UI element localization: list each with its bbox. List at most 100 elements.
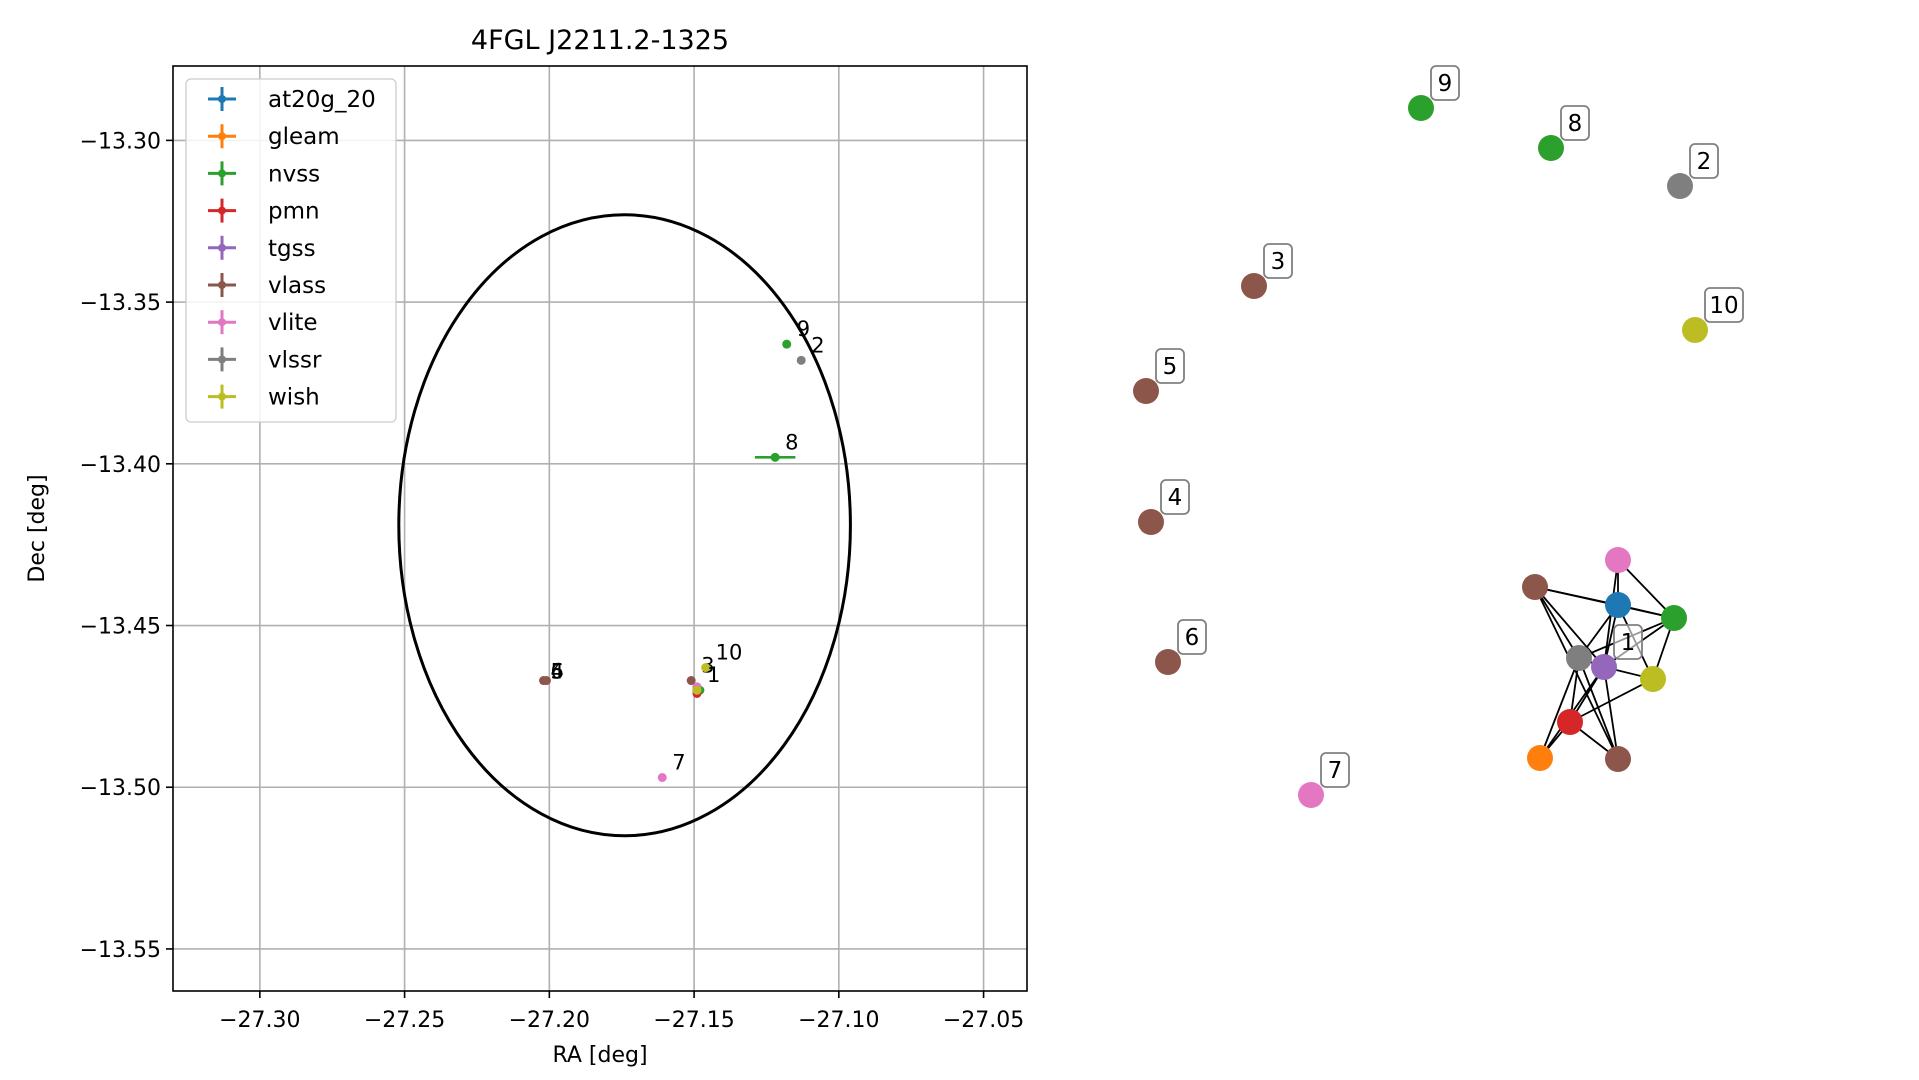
graph-node xyxy=(1408,95,1434,121)
graph-node xyxy=(1557,709,1583,735)
node-label: 6 xyxy=(1185,625,1200,651)
y-tick-label: −13.35 xyxy=(80,291,161,316)
node-label: 10 xyxy=(1709,293,1738,319)
graph-edge xyxy=(1617,559,1675,619)
point-vlass xyxy=(539,676,549,686)
graph-edge xyxy=(1569,678,1654,723)
legend-marker-vlssr xyxy=(218,355,226,364)
point-label: 8 xyxy=(785,430,798,454)
node-label: 9 xyxy=(1438,71,1453,97)
y-tick-label: −13.45 xyxy=(80,615,161,640)
y-tick-label: −13.55 xyxy=(80,938,161,963)
node-label-box xyxy=(1430,65,1460,101)
node-label-box xyxy=(1704,287,1744,323)
node-label: 8 xyxy=(1568,111,1583,137)
x-tick-label: −27.30 xyxy=(219,1008,300,1033)
node-label: 5 xyxy=(1163,354,1178,380)
legend-label-gleam: gleam xyxy=(268,124,340,150)
legend-marker-wish xyxy=(218,392,226,401)
graph-node xyxy=(1591,654,1617,680)
legend-label-at20g_20: at20g_20 xyxy=(268,87,376,113)
node-label-box xyxy=(1320,752,1350,788)
scatter-plot: 98372101564−27.30−27.25−27.20−27.15−27.1… xyxy=(25,25,1028,1068)
node-label-box xyxy=(1613,624,1643,660)
legend-marker-pmn xyxy=(218,206,226,215)
source-graph: 9 8 2 3 10 5 4 6 7 1 xyxy=(1133,65,1744,808)
y-tick-label: −13.40 xyxy=(80,453,161,478)
point-label: 10 xyxy=(716,641,743,665)
y-tick-label: −13.30 xyxy=(80,129,161,154)
graph-node xyxy=(1640,666,1666,692)
point-vlssr xyxy=(796,355,806,365)
legend-label-vlite: vlite xyxy=(268,310,318,336)
node-label: 7 xyxy=(1328,758,1343,784)
point-label: 9 xyxy=(797,317,810,341)
legend-marker-nvss xyxy=(218,169,226,178)
node-label: 2 xyxy=(1697,149,1712,175)
graph-edge xyxy=(1534,586,1605,668)
node-label-box xyxy=(1155,348,1185,384)
x-tick-label: −27.05 xyxy=(943,1008,1024,1033)
legend-label-pmn: pmn xyxy=(268,199,320,225)
point-label: 1 xyxy=(707,663,720,687)
point-label: 5 xyxy=(550,660,563,684)
point-vlite xyxy=(657,773,667,783)
graph-edge xyxy=(1578,657,1619,760)
legend-marker-vlass xyxy=(218,281,226,289)
x-tick-label: −27.25 xyxy=(364,1008,445,1033)
graph-node xyxy=(1667,173,1693,199)
node-label-box xyxy=(1263,243,1293,279)
graph-node xyxy=(1241,273,1267,299)
legend-label-wish: wish xyxy=(268,385,320,411)
graph-node xyxy=(1138,509,1164,535)
graph-node xyxy=(1661,605,1687,631)
graph-node xyxy=(1566,645,1592,671)
graph-edge xyxy=(1603,666,1619,760)
axes-frame xyxy=(172,65,1028,992)
node-label-box xyxy=(1689,143,1719,179)
point-wish xyxy=(701,663,711,673)
point-label: 4 xyxy=(550,660,563,684)
chart-title: 4FGL J2211.2-1325 xyxy=(471,25,729,56)
graph-node xyxy=(1605,746,1631,772)
x-tick-label: −27.20 xyxy=(509,1008,590,1033)
legend-label-vlass: vlass xyxy=(268,273,326,299)
point-wish xyxy=(692,685,702,695)
point-nvss xyxy=(782,339,792,349)
graph-node xyxy=(1133,378,1159,404)
graph-node xyxy=(1155,649,1181,675)
legend-marker-vlite xyxy=(218,318,226,327)
legend-box xyxy=(185,78,397,423)
point-label: 7 xyxy=(672,751,685,775)
graph-node xyxy=(1605,547,1631,573)
legend-marker-gleam xyxy=(218,132,226,141)
node-label: 4 xyxy=(1168,485,1183,511)
point-vlass xyxy=(686,676,696,686)
x-tick-label: −27.15 xyxy=(653,1008,734,1033)
legend-label-tgss: tgss xyxy=(268,236,316,262)
graph-node xyxy=(1298,782,1324,808)
node-label-box xyxy=(1177,619,1207,655)
graph-node xyxy=(1522,574,1548,600)
graph-node xyxy=(1527,745,1553,771)
legend-label-nvss: nvss xyxy=(268,161,320,187)
node-label: 1 xyxy=(1621,630,1636,656)
y-tick-label: −13.50 xyxy=(80,776,161,801)
y-axis-label: Dec [deg] xyxy=(25,474,50,582)
point-nvss xyxy=(770,452,780,462)
point-label: 2 xyxy=(811,333,824,357)
point-label: 6 xyxy=(550,660,563,684)
graph-node xyxy=(1605,592,1631,618)
error-ellipse xyxy=(397,213,852,838)
graph-edge xyxy=(1534,586,1580,659)
x-axis-label: RA [deg] xyxy=(552,1043,647,1068)
graph-node xyxy=(1682,317,1708,343)
node-label: 3 xyxy=(1271,249,1286,275)
x-tick-label: −27.10 xyxy=(798,1008,879,1033)
graph-edge xyxy=(1539,657,1580,759)
node-label-box xyxy=(1160,479,1190,515)
legend-label-vlssr: vlssr xyxy=(268,347,322,373)
legend-marker-tgss xyxy=(218,243,226,252)
